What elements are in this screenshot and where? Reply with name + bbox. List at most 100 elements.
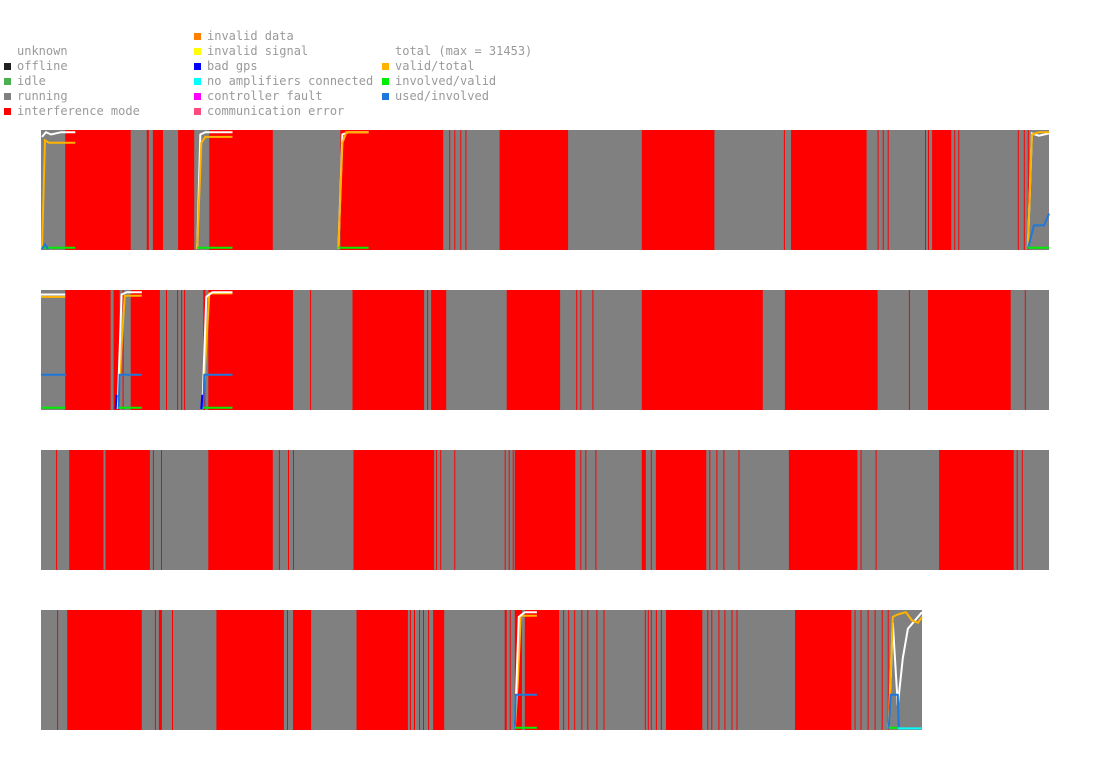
interference-interval	[603, 610, 605, 730]
interference-interval	[57, 610, 59, 730]
interference-interval	[580, 290, 582, 410]
legend-swatch	[194, 77, 201, 85]
valid-total-line	[41, 138, 76, 250]
interference-interval	[419, 610, 420, 730]
interference-interval	[881, 610, 883, 730]
legend-item-no-amplifiers-connected: no amplifiers connected	[194, 74, 373, 88]
interference-interval	[641, 130, 715, 250]
legend-label: unknown	[17, 44, 68, 58]
timeline-panel-1	[41, 130, 1050, 250]
interference-interval	[596, 610, 598, 730]
interference-interval	[650, 610, 652, 730]
interference-interval	[1024, 290, 1026, 410]
interference-interval	[178, 130, 195, 250]
interference-interval	[666, 610, 703, 730]
legend-item-total: total (max = 31453)	[382, 44, 532, 58]
interference-interval	[585, 450, 587, 570]
interference-interval	[152, 130, 163, 250]
interference-interval	[660, 610, 662, 730]
interference-interval	[105, 450, 150, 570]
interference-interval	[460, 130, 462, 250]
legend-item-used-involved: used/involved	[382, 89, 489, 103]
legend-item-running: running	[4, 89, 68, 103]
interference-interval	[580, 450, 582, 570]
legend-label: used/involved	[395, 89, 489, 103]
interference-interval	[707, 610, 709, 730]
interference-interval	[278, 450, 280, 570]
legend-swatch	[382, 77, 389, 85]
interference-interval	[647, 610, 649, 730]
legend-label: communication error	[207, 104, 345, 118]
total-line	[41, 130, 76, 138]
valid-total-line	[887, 611, 923, 730]
interference-interval	[784, 290, 878, 410]
interference-interval	[431, 290, 447, 410]
interference-interval	[504, 610, 507, 730]
legend-label: bad gps	[207, 59, 258, 73]
interference-interval	[340, 130, 444, 250]
interference-interval	[353, 450, 435, 570]
interference-interval	[208, 450, 273, 570]
legend-label: involved/valid	[395, 74, 497, 88]
interference-interval	[644, 610, 646, 730]
interference-interval	[65, 290, 111, 410]
interference-interval	[574, 610, 576, 730]
interference-interval	[146, 130, 149, 250]
legend-swatch	[194, 62, 201, 70]
interference-interval	[958, 130, 960, 250]
interference-interval	[882, 130, 884, 250]
interference-interval	[436, 450, 438, 570]
used-involved-line	[202, 373, 233, 410]
interference-interval	[641, 290, 763, 410]
interference-interval	[592, 290, 594, 410]
interference-interval	[122, 290, 124, 410]
interference-interval	[932, 130, 952, 250]
interference-interval	[158, 610, 162, 730]
interference-interval	[454, 130, 456, 250]
interference-interval	[293, 610, 312, 730]
legend: unknown offline idle running interferenc…	[0, 0, 1095, 125]
interference-interval	[581, 610, 583, 730]
interference-interval	[908, 290, 910, 410]
interference-interval	[409, 610, 411, 730]
interference-interval	[465, 130, 467, 250]
interference-interval	[655, 450, 707, 570]
legend-item-valid-total: valid/total	[382, 59, 474, 73]
used-involved-line	[1026, 213, 1050, 250]
interference-interval	[1017, 130, 1019, 250]
interference-interval	[877, 130, 879, 250]
interference-interval	[1023, 130, 1025, 250]
legend-swatch	[4, 107, 11, 115]
interference-interval	[860, 610, 862, 730]
running-background	[41, 610, 922, 730]
interference-interval	[928, 130, 929, 250]
interference-interval	[56, 450, 58, 570]
interference-interval	[427, 290, 429, 410]
interference-interval	[716, 450, 718, 570]
bad-gps-line	[114, 394, 118, 410]
interference-interval	[783, 130, 785, 250]
legend-swatch	[194, 92, 201, 100]
total-line	[116, 291, 142, 410]
legend-swatch	[194, 32, 201, 40]
legend-label: valid/total	[395, 59, 475, 73]
legend-label: running	[17, 89, 68, 103]
valid-total-line	[1026, 131, 1049, 250]
interference-interval	[788, 450, 858, 570]
timeline-panel-2	[41, 290, 1049, 410]
interference-interval	[67, 610, 142, 730]
used-involved-line	[513, 693, 537, 730]
interference-interval	[1027, 130, 1029, 250]
interference-interval	[181, 290, 183, 410]
interference-interval	[723, 450, 725, 570]
interference-interval	[509, 610, 511, 730]
interference-interval	[736, 610, 738, 730]
interference-interval	[161, 450, 162, 570]
interference-interval	[113, 290, 120, 410]
interference-interval	[154, 610, 156, 730]
interference-interval	[65, 130, 131, 250]
interference-interval	[791, 130, 867, 250]
legend-label: controller fault	[207, 89, 323, 103]
interference-interval	[177, 290, 179, 410]
